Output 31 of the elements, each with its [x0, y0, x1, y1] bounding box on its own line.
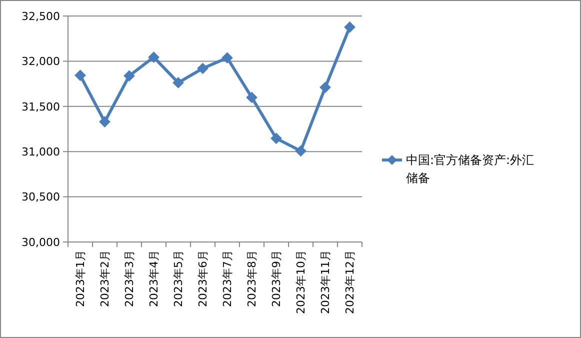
x-tick-label: 2023年6月: [196, 250, 210, 307]
x-tick-label: 2023年12月: [344, 250, 357, 314]
x-tick-label: 2023年1月: [74, 250, 88, 307]
x-tick-label: 2023年11月: [319, 250, 332, 314]
x-tick-label: 2023年2月: [98, 250, 112, 307]
point: [124, 70, 135, 82]
x-tick-label: 2023年8月: [246, 250, 259, 307]
point: [344, 22, 356, 33]
y-tick-label: 31,500: [22, 100, 60, 114]
x-tick-label: 2023年3月: [123, 250, 136, 307]
point: [148, 52, 160, 63]
y-tick-label: 30,000: [22, 236, 60, 249]
point: [320, 82, 331, 93]
x-tick-label: 2023年5月: [172, 250, 186, 307]
point: [270, 132, 282, 144]
y-tick-label: 30,500: [22, 190, 60, 204]
point: [246, 92, 258, 103]
y-tick-label: 31,000: [22, 145, 60, 158]
point: [197, 62, 208, 74]
y-tick-label: 32,500: [22, 10, 60, 23]
x-tick-label: 2023年9月: [270, 250, 284, 307]
point: [222, 52, 233, 64]
point: [99, 116, 110, 128]
x-tick-label: 2023年10月: [294, 250, 308, 314]
point: [172, 77, 184, 88]
point: [74, 70, 86, 81]
point: [295, 145, 306, 156]
x-tick-label: 2023年4月: [148, 250, 161, 307]
legend-label: 中国:官方储备资产:外汇储备: [406, 153, 534, 186]
y-tick-label: 32,000: [22, 55, 60, 68]
x-tick-label: 2023年7月: [221, 250, 234, 307]
